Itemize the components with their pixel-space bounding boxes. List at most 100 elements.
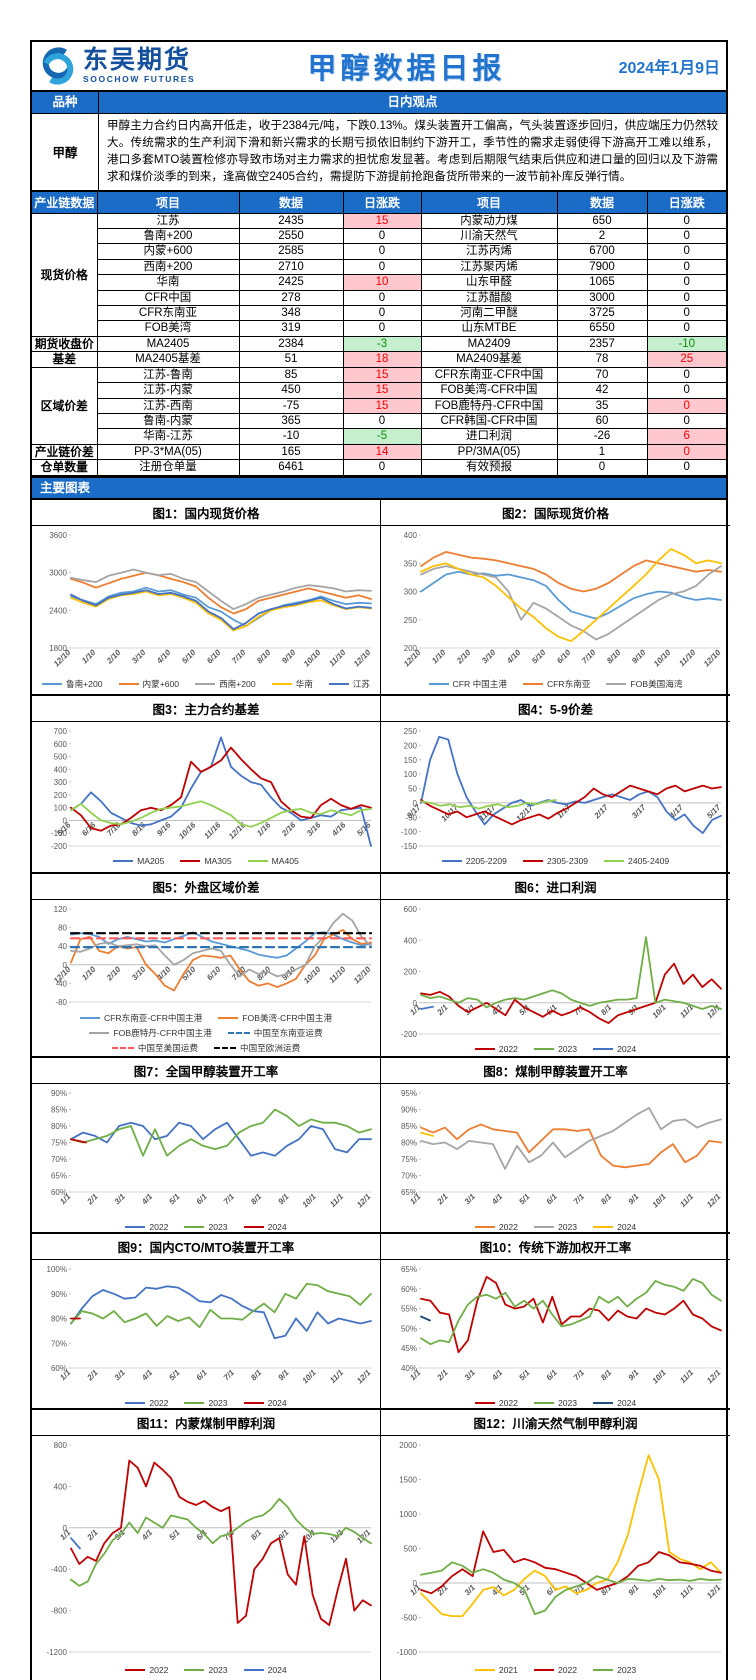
series-2022	[70, 1284, 372, 1339]
legend-line-sample	[89, 1031, 110, 1034]
chart-plot-area: -1000 -500 0 500 1000 1500 2000 1/1 2/1 3/1 4/1 5/1…	[381, 1436, 730, 1665]
series-2405-2409	[419, 798, 557, 810]
legend-item: 2023	[533, 1222, 577, 1232]
legend-item: 2022	[125, 1665, 168, 1675]
svg-text:3/10: 3/10	[130, 647, 148, 665]
legend-label: 2023	[208, 1397, 228, 1408]
chart-1: 图1：国内现货价格 1800 2400 3000 3600 12/10 1/10 2/10 3/…	[32, 499, 381, 696]
svg-text:10/1: 10/1	[650, 1191, 668, 1209]
svg-text:-400: -400	[51, 1565, 68, 1574]
table-cell: -5	[342, 428, 422, 445]
legend-label: 华南	[295, 678, 313, 689]
series-2022	[70, 1121, 372, 1157]
table-row: 内蒙+600 2585 0 江苏丙烯 6700 0	[31, 243, 728, 260]
svg-text:12/1: 12/1	[705, 1582, 723, 1600]
table-cell: 0	[646, 443, 728, 461]
svg-text:-1000: -1000	[396, 1648, 417, 1657]
legend-label: 2022	[498, 1043, 518, 1054]
chart-legend: 2022 2023 2024	[32, 1222, 380, 1232]
legend-line-sample	[113, 859, 134, 862]
svg-text:2/17: 2/17	[591, 802, 609, 820]
row-group-label: 期货收盘价	[30, 335, 98, 353]
svg-text:3/1: 3/1	[462, 1582, 477, 1597]
report-header: 东吴期货 SOOCHOW FUTURES 甲醇数据日报 2024年1月9日	[30, 40, 728, 92]
table-cell: 2435	[238, 212, 344, 230]
table-row: 鲁南-内蒙 365 0 CFR韩国-CFR中国 60 0	[31, 412, 728, 430]
svg-text:10/10: 10/10	[302, 647, 323, 668]
svg-text:0: 0	[412, 998, 417, 1007]
svg-text:400: 400	[54, 765, 68, 774]
table-cell: 3000	[556, 289, 648, 307]
svg-text:10/16: 10/16	[177, 820, 198, 841]
chart-4: 图4：5-9价差 -150 -100 -50 0 50 100 150 200 250 9/17 10…	[381, 696, 730, 874]
svg-text:9/1: 9/1	[276, 1191, 291, 1206]
svg-text:10/10: 10/10	[651, 647, 672, 668]
series-2023	[419, 1277, 722, 1345]
svg-text:11/10: 11/10	[327, 647, 347, 667]
svg-text:9/1: 9/1	[276, 1527, 291, 1542]
table-cell: 6700	[556, 243, 648, 260]
series-MA305	[70, 746, 372, 832]
svg-text:8/1: 8/1	[599, 1002, 614, 1017]
legend-item: 中国至东南亚运费	[227, 1027, 323, 1039]
table-cell: 2384	[238, 335, 344, 353]
table-cell: 2710	[238, 258, 344, 276]
table-cell: 0	[646, 274, 728, 291]
svg-text:-100: -100	[400, 827, 417, 836]
legend-item: 2023	[533, 1398, 577, 1408]
svg-text:70%: 70%	[51, 1339, 67, 1348]
svg-text:4/1: 4/1	[489, 1367, 504, 1382]
svg-text:12/1: 12/1	[355, 1191, 373, 1209]
svg-text:7/1: 7/1	[222, 1367, 237, 1382]
legend-line-sample	[474, 1047, 495, 1050]
chart-plot-area: 40% 45% 50% 55% 60% 65% 1/1 2/1 3/1 4/1 5/1 6/1 7/1 8…	[381, 1260, 730, 1398]
report-title: 甲醇数据日报	[307, 53, 506, 85]
svg-text:2/1: 2/1	[85, 1527, 100, 1542]
row-group-label: 产业链价差	[30, 443, 98, 461]
table-row: CFR东南亚 348 0 河南二甲醚 3725 0	[31, 305, 728, 322]
svg-text:3/1: 3/1	[462, 1191, 477, 1206]
legend-item: 2022	[474, 1398, 518, 1408]
table-cell: 25	[646, 351, 728, 368]
svg-text:5/17: 5/17	[705, 802, 723, 820]
svg-text:10/1: 10/1	[300, 1367, 318, 1385]
series-CFR东南亚	[419, 550, 722, 592]
table-cell: 70	[556, 366, 648, 384]
svg-text:40%: 40%	[400, 1364, 416, 1373]
svg-text:6/10: 6/10	[205, 964, 223, 982]
table-cell: 0	[646, 305, 728, 322]
chart-11: 图11：内蒙煤制甲醇利润 -1200 -800 -400 0 400 800 1/1 2/1 3/…	[32, 1409, 381, 1680]
svg-text:60%: 60%	[400, 1284, 416, 1293]
svg-text:12/10: 12/10	[352, 647, 373, 668]
chart-legend: 鲁南+200 内蒙+600 西南+200 华南 江苏	[32, 678, 380, 694]
table-row: 江苏-内蒙 450 15 FOB美湾-CFR中国 42 0	[31, 382, 728, 399]
legend-line-sample	[593, 1401, 614, 1404]
table-corner-header: 产业链数据	[30, 190, 98, 214]
table-cell: MA2409	[420, 335, 558, 353]
chart-legend: 2022 2023 2024	[381, 1222, 730, 1232]
svg-text:1500: 1500	[399, 1475, 417, 1484]
legend-label: 2024	[617, 1043, 637, 1054]
chart-title: 图3：主力合约基差	[32, 696, 380, 722]
svg-text:3/16: 3/16	[305, 820, 323, 838]
table-cell: 0	[646, 459, 728, 477]
soochow-logo-icon	[42, 47, 74, 85]
svg-text:7/10: 7/10	[230, 647, 248, 665]
table-row: CFR中国 278 0 江苏醋酸 3000 0	[31, 289, 728, 307]
svg-text:10/1: 10/1	[300, 1191, 318, 1209]
legend-item: 2023	[184, 1222, 228, 1232]
series-MA405	[70, 799, 372, 828]
chart-legend: 2022 2023 2024	[32, 1397, 380, 1408]
table-cell: 0	[342, 305, 422, 322]
chart-10: 图10：传统下游加权开工率 40% 45% 50% 55% 60% 65% 1/1 2/1 3/1…	[381, 1234, 730, 1410]
legend-line-sample	[243, 1401, 264, 1404]
chart-title: 图9：国内CTO/MTO装置开工率	[32, 1234, 380, 1260]
legend-item: 华南	[271, 678, 313, 690]
legend-line-sample	[533, 1668, 554, 1671]
table-cell: 鲁南-内蒙	[96, 412, 240, 430]
table-cell: 51	[238, 351, 344, 368]
legend-label: 鲁南+200	[65, 678, 103, 689]
table-cell: 江苏-鲁南	[96, 366, 240, 384]
table-cell: 1	[556, 443, 648, 461]
table-cell: 35	[556, 397, 648, 414]
